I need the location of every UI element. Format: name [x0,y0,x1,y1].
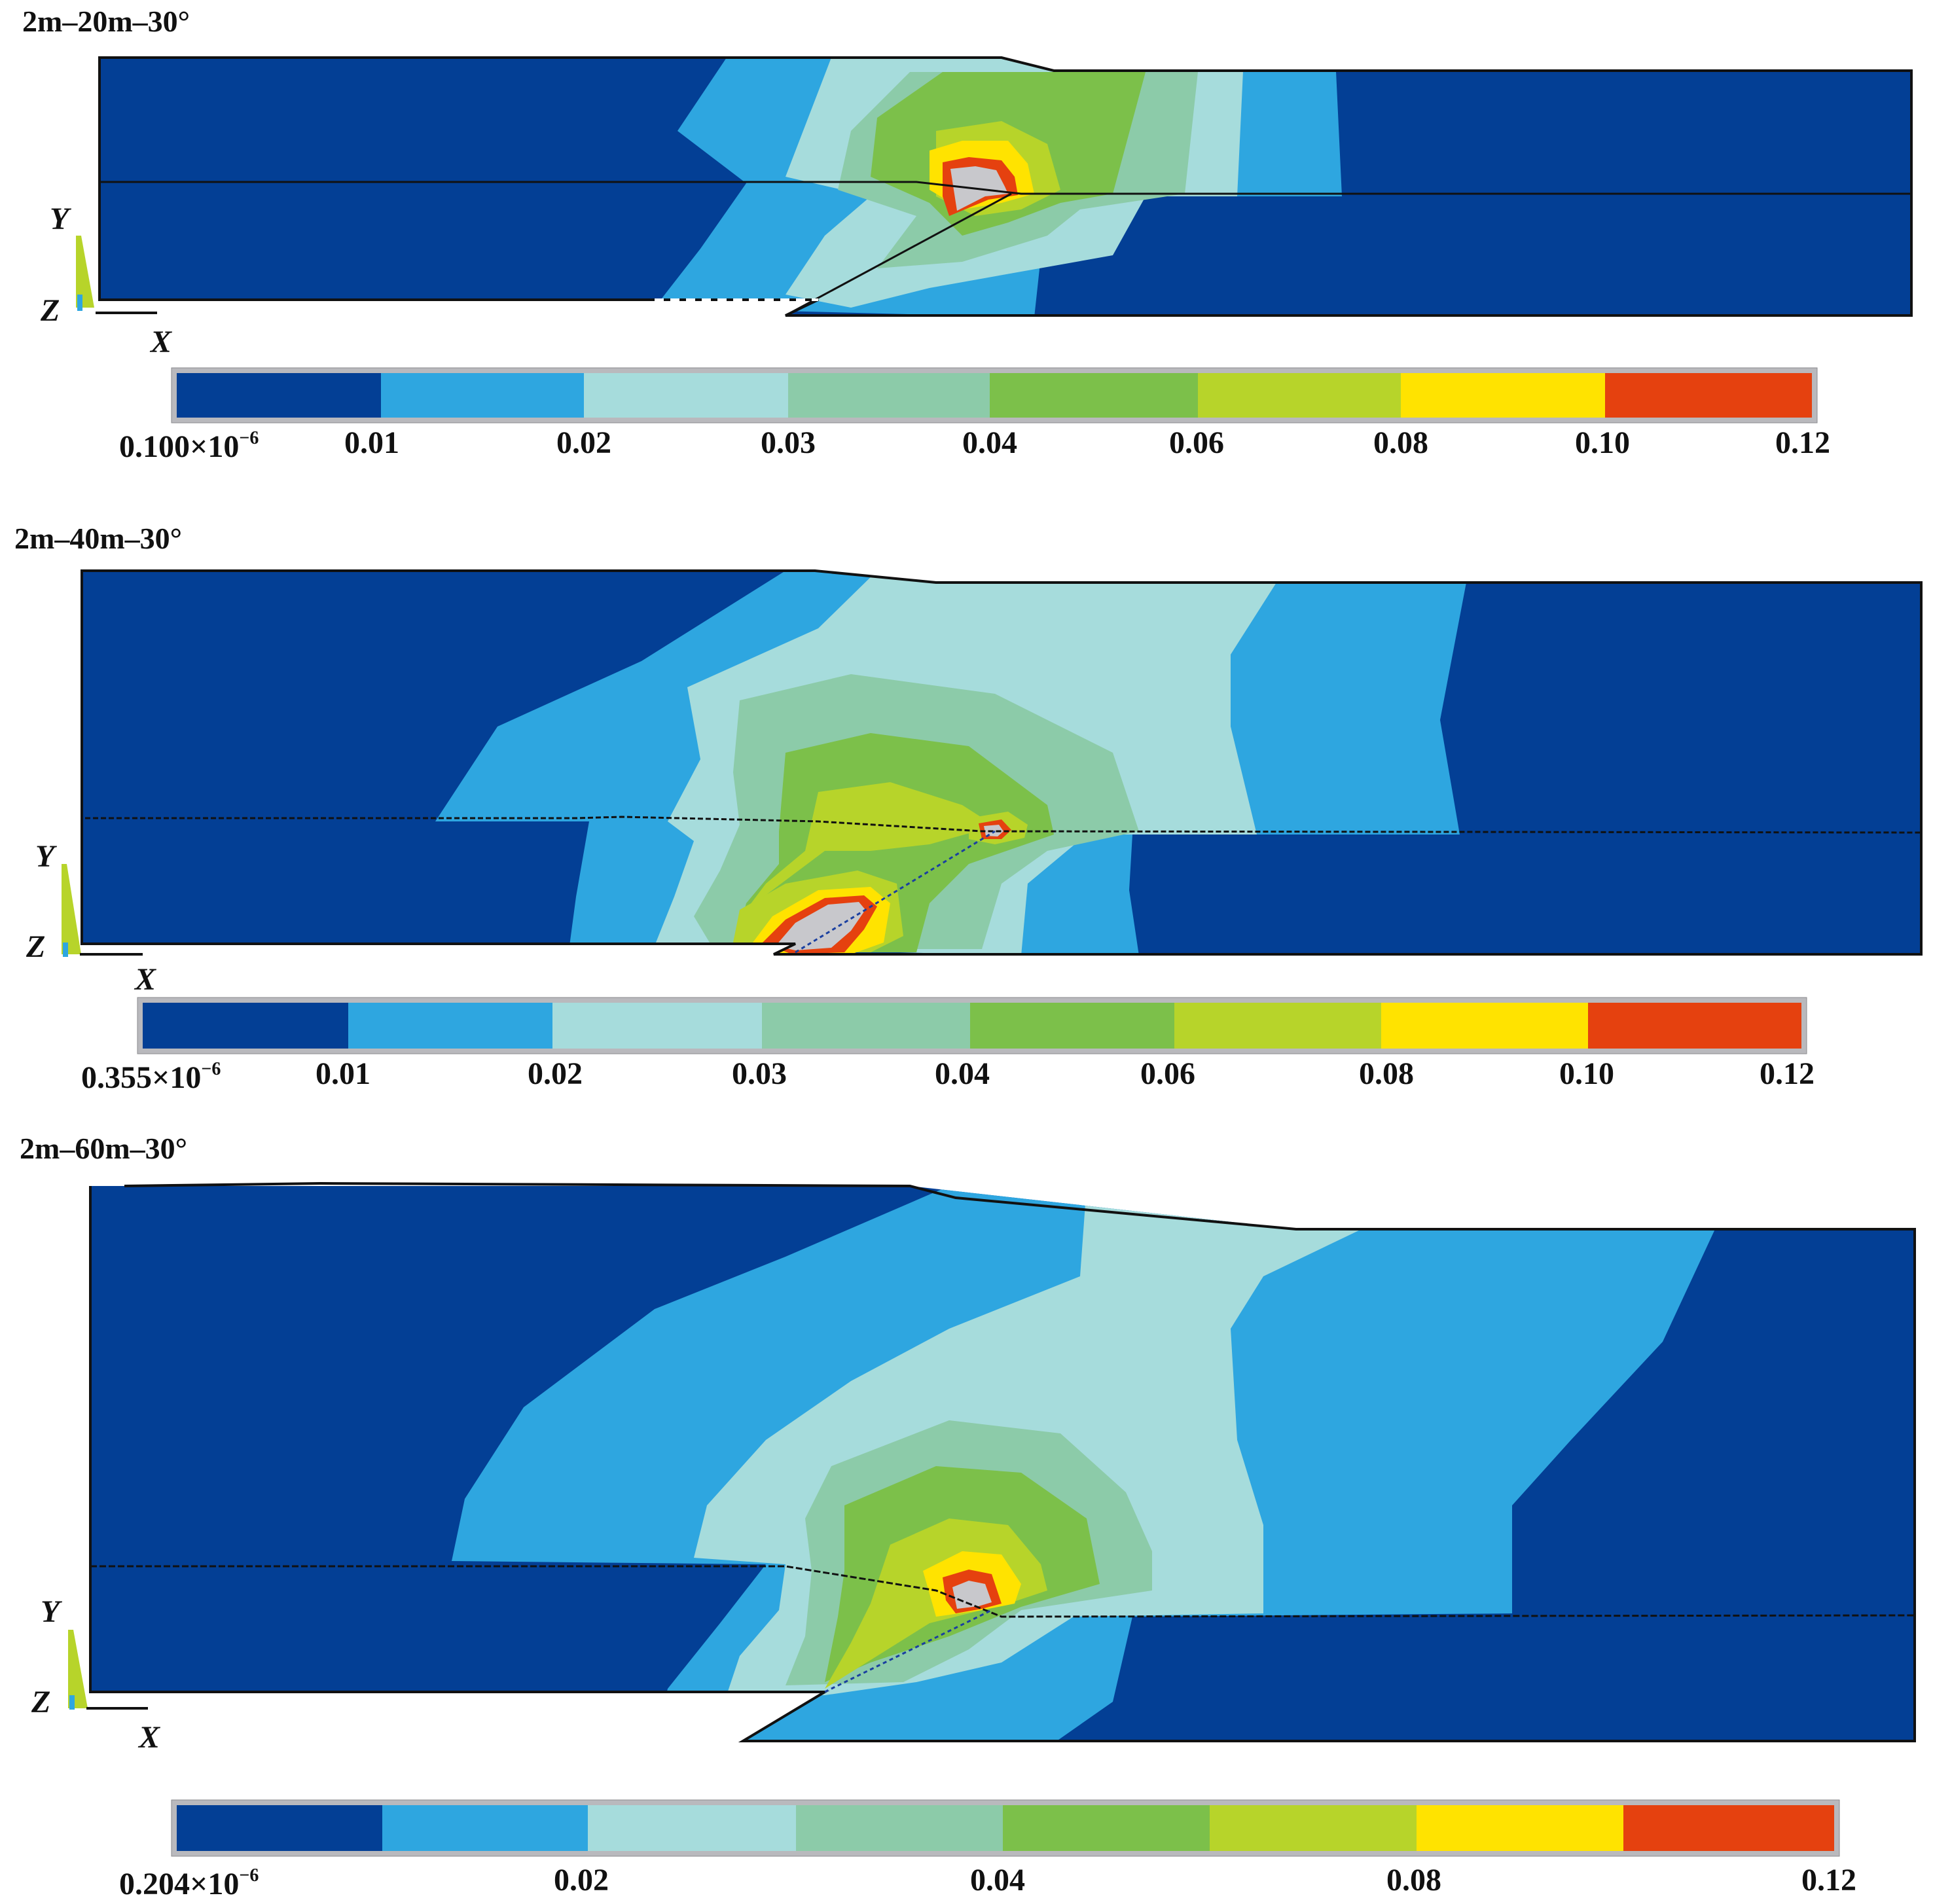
panel-2-plot [81,569,1923,956]
panel-3-plot [89,1181,1916,1742]
panel-3-layer-line [90,1565,1915,1618]
legend-tick-label: 0.08 [1386,1863,1441,1897]
panel-1-outline [98,56,1913,317]
triad-1-bar [76,236,94,308]
legend-3-labels: 0.204×10−6 0.02 0.04 0.08 0.12 [119,1863,1856,1901]
legend-swatch-4 [788,373,990,418]
triad-1-stem [77,295,82,311]
legend-swatch-2 [382,1805,588,1851]
panel-2-title: 2m–40m–30° [14,522,183,555]
legend-tick-label: 0.02 [556,425,611,460]
legend-swatch-5 [970,1003,1174,1049]
legend-swatch-6 [1210,1805,1417,1851]
legend-tick-label: 0.02 [528,1056,583,1091]
legend-swatch-2 [381,373,584,418]
legend-swatch-3 [552,1003,762,1049]
legend-min-label: 0.204×10−6 [119,1865,259,1901]
legend-swatch-8 [1623,1805,1834,1851]
legend-swatch-3 [588,1805,796,1851]
legend-min-label: 0.355×10−6 [81,1059,221,1095]
legend-tick-label: 0.12 [1801,1863,1856,1897]
triad-2-stem [63,943,68,957]
axis-y-label: Y [35,839,57,874]
panel-3-fault-line [824,1609,992,1693]
axis-y-label: Y [50,202,71,236]
legend-swatch-7 [1401,373,1605,418]
triad-2-bar [62,864,81,954]
axis-z-label: Z [40,293,60,328]
legend-tick-label: 0.03 [732,1056,787,1091]
axis-triad-3: Y Z X [31,1594,160,1755]
legend-2-labels: 0.355×10−6 0.01 0.02 0.03 0.04 0.06 0.08… [81,1056,1815,1095]
legend-tick-label: 0.08 [1359,1056,1414,1091]
axis-triad-1: Y Z X [40,202,172,359]
legend-tick-label: 0.04 [962,425,1017,460]
legend-swatch-7 [1381,1003,1588,1049]
panel-2-fault-line [795,830,996,954]
legend-swatch-5 [1003,1805,1210,1851]
panel-1-fault-line [785,192,1012,317]
legend-tick-label: 0.12 [1760,1056,1815,1091]
legend-swatch-1 [177,373,381,418]
legend-tick-label: 0.08 [1373,425,1428,460]
panel-2-zone-005 [746,782,995,910]
legend-swatch-6 [1198,373,1401,418]
panel-3-outline [89,1181,1916,1742]
legend-swatch-8 [1605,373,1812,418]
legend-swatch-8 [1588,1003,1801,1049]
legend-tick-label: 0.04 [970,1863,1025,1897]
panel-2-zone-009 [776,902,865,950]
axis-x-label: X [137,1720,160,1755]
legend-1 [171,367,1818,423]
legend-tick-label: 0.12 [1775,425,1830,460]
legend-swatch-6 [1174,1003,1381,1049]
legend-tick-label: 0.06 [1140,1056,1195,1091]
axis-z-label: Z [26,929,45,964]
axis-z-label: Z [31,1685,50,1719]
legend-swatch-1 [143,1003,348,1049]
axis-y-label: Y [41,1594,62,1629]
panel-2-layer-line [85,816,1922,834]
legend-swatch-4 [796,1805,1003,1851]
panel-2-outline [81,569,1923,956]
legend-tick-label: 0.01 [344,425,399,460]
legend-3 [171,1799,1840,1857]
axis-triad-2: Y Z X [26,839,156,997]
legend-2 [137,997,1807,1054]
legend-tick-label: 0.01 [316,1056,370,1091]
legend-swatch-5 [990,373,1198,418]
legend-tick-label: 0.03 [761,425,816,460]
panel-1-plot [98,56,1913,317]
legend-swatch-4 [762,1003,970,1049]
legend-swatch-1 [177,1805,382,1851]
legend-tick-label: 0.04 [935,1056,990,1091]
triad-3-stem [69,1695,75,1710]
legend-tick-label: 0.06 [1169,425,1224,460]
triad-3-bar [68,1630,88,1708]
legend-1-labels: 0.100×10−6 0.01 0.02 0.03 0.04 0.06 0.08… [119,425,1830,464]
panel-3-title: 2m–60m–30° [20,1132,188,1165]
legend-swatch-3 [584,373,788,418]
legend-swatch-2 [348,1003,552,1049]
legend-tick-label: 0.10 [1575,425,1630,460]
legend-swatch-7 [1417,1805,1623,1851]
panel-1-title: 2m–20m–30° [22,5,190,38]
axis-x-label: X [134,962,156,997]
axis-x-label: X [149,325,172,359]
legend-tick-label: 0.10 [1559,1056,1614,1091]
panel-1-layer-line [99,181,1911,195]
panel-2-zone-012 [984,825,1003,836]
legend-tick-label: 0.02 [554,1863,609,1897]
legend-min-label: 0.100×10−6 [119,428,259,464]
